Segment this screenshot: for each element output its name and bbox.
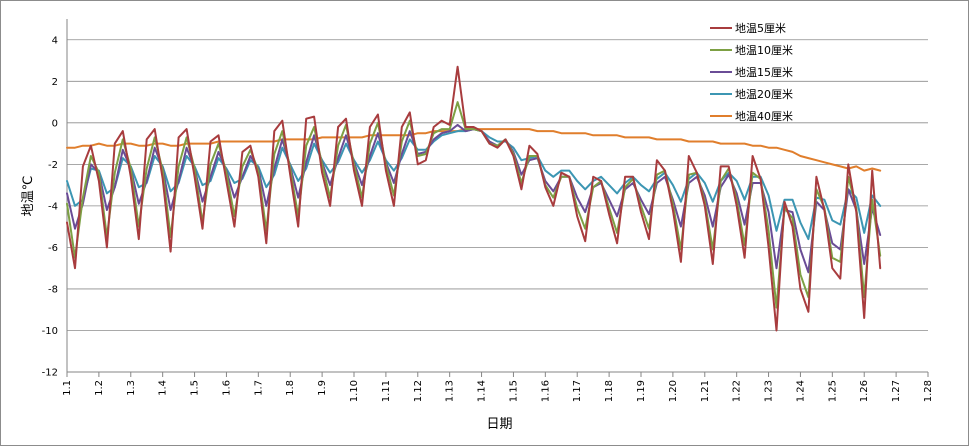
legend-label: 地温20厘米 (735, 88, 793, 101)
x-tick-label: 1.11 (381, 380, 392, 402)
y-tick-label: 0 (52, 118, 58, 129)
y-tick-label: -12 (42, 368, 58, 379)
x-tick-label: 1.19 (636, 380, 647, 402)
x-tick-label: 1.18 (604, 380, 615, 402)
x-tick-label: 1.6 (221, 380, 232, 396)
x-tick-label: 1.2 (94, 380, 105, 396)
x-tick-label: 1.28 (923, 380, 934, 402)
legend-label: 地温40厘米 (735, 110, 793, 123)
legend-label: 地温15厘米 (735, 66, 793, 79)
x-tick-label: 1.27 (891, 380, 902, 402)
x-tick-label: 1.3 (126, 380, 137, 396)
x-tick-label: 1.22 (732, 380, 743, 402)
x-tick-label: 1.23 (764, 380, 775, 402)
x-tick-label: 1.14 (477, 380, 488, 402)
y-tick-label: -4 (48, 201, 58, 212)
legend-label: 地温5厘米 (735, 22, 786, 35)
x-tick-label: 1.13 (445, 380, 456, 402)
x-tick-label: 1.10 (349, 380, 360, 402)
x-tick-label: 1.5 (190, 380, 201, 396)
y-tick-label: -2 (48, 160, 58, 171)
series-line (66, 101, 882, 309)
x-tick-label: 1.9 (317, 380, 328, 396)
y-tick-label: -10 (42, 326, 58, 337)
x-tick-label: 1.15 (508, 380, 519, 402)
series-line (66, 65, 882, 332)
x-tick-label: 1.17 (572, 380, 583, 402)
x-tick-label: 1.26 (859, 380, 870, 402)
x-tick-label: 1.25 (827, 380, 838, 402)
y-tick-label: -6 (48, 243, 58, 254)
legend-label: 地温10厘米 (735, 44, 793, 57)
x-tick-label: 1.21 (700, 380, 711, 402)
x-tick-label: 1.12 (413, 380, 424, 402)
y-tick-label: -8 (48, 284, 58, 295)
x-tick-label: 1.1 (62, 380, 73, 396)
y-tick-label: 2 (52, 77, 58, 88)
y-tick-label: 4 (52, 35, 58, 46)
x-tick-label: 1.24 (795, 380, 806, 402)
x-axis-title: 日期 (486, 417, 512, 432)
x-tick-label: 1.4 (158, 380, 169, 396)
y-axis-title: 地温℃ (21, 176, 36, 217)
x-tick-label: 1.8 (285, 380, 296, 396)
x-tick-label: 1.20 (668, 380, 679, 402)
x-tick-label: 1.16 (540, 380, 551, 402)
x-tick-label: 1.7 (253, 380, 264, 396)
